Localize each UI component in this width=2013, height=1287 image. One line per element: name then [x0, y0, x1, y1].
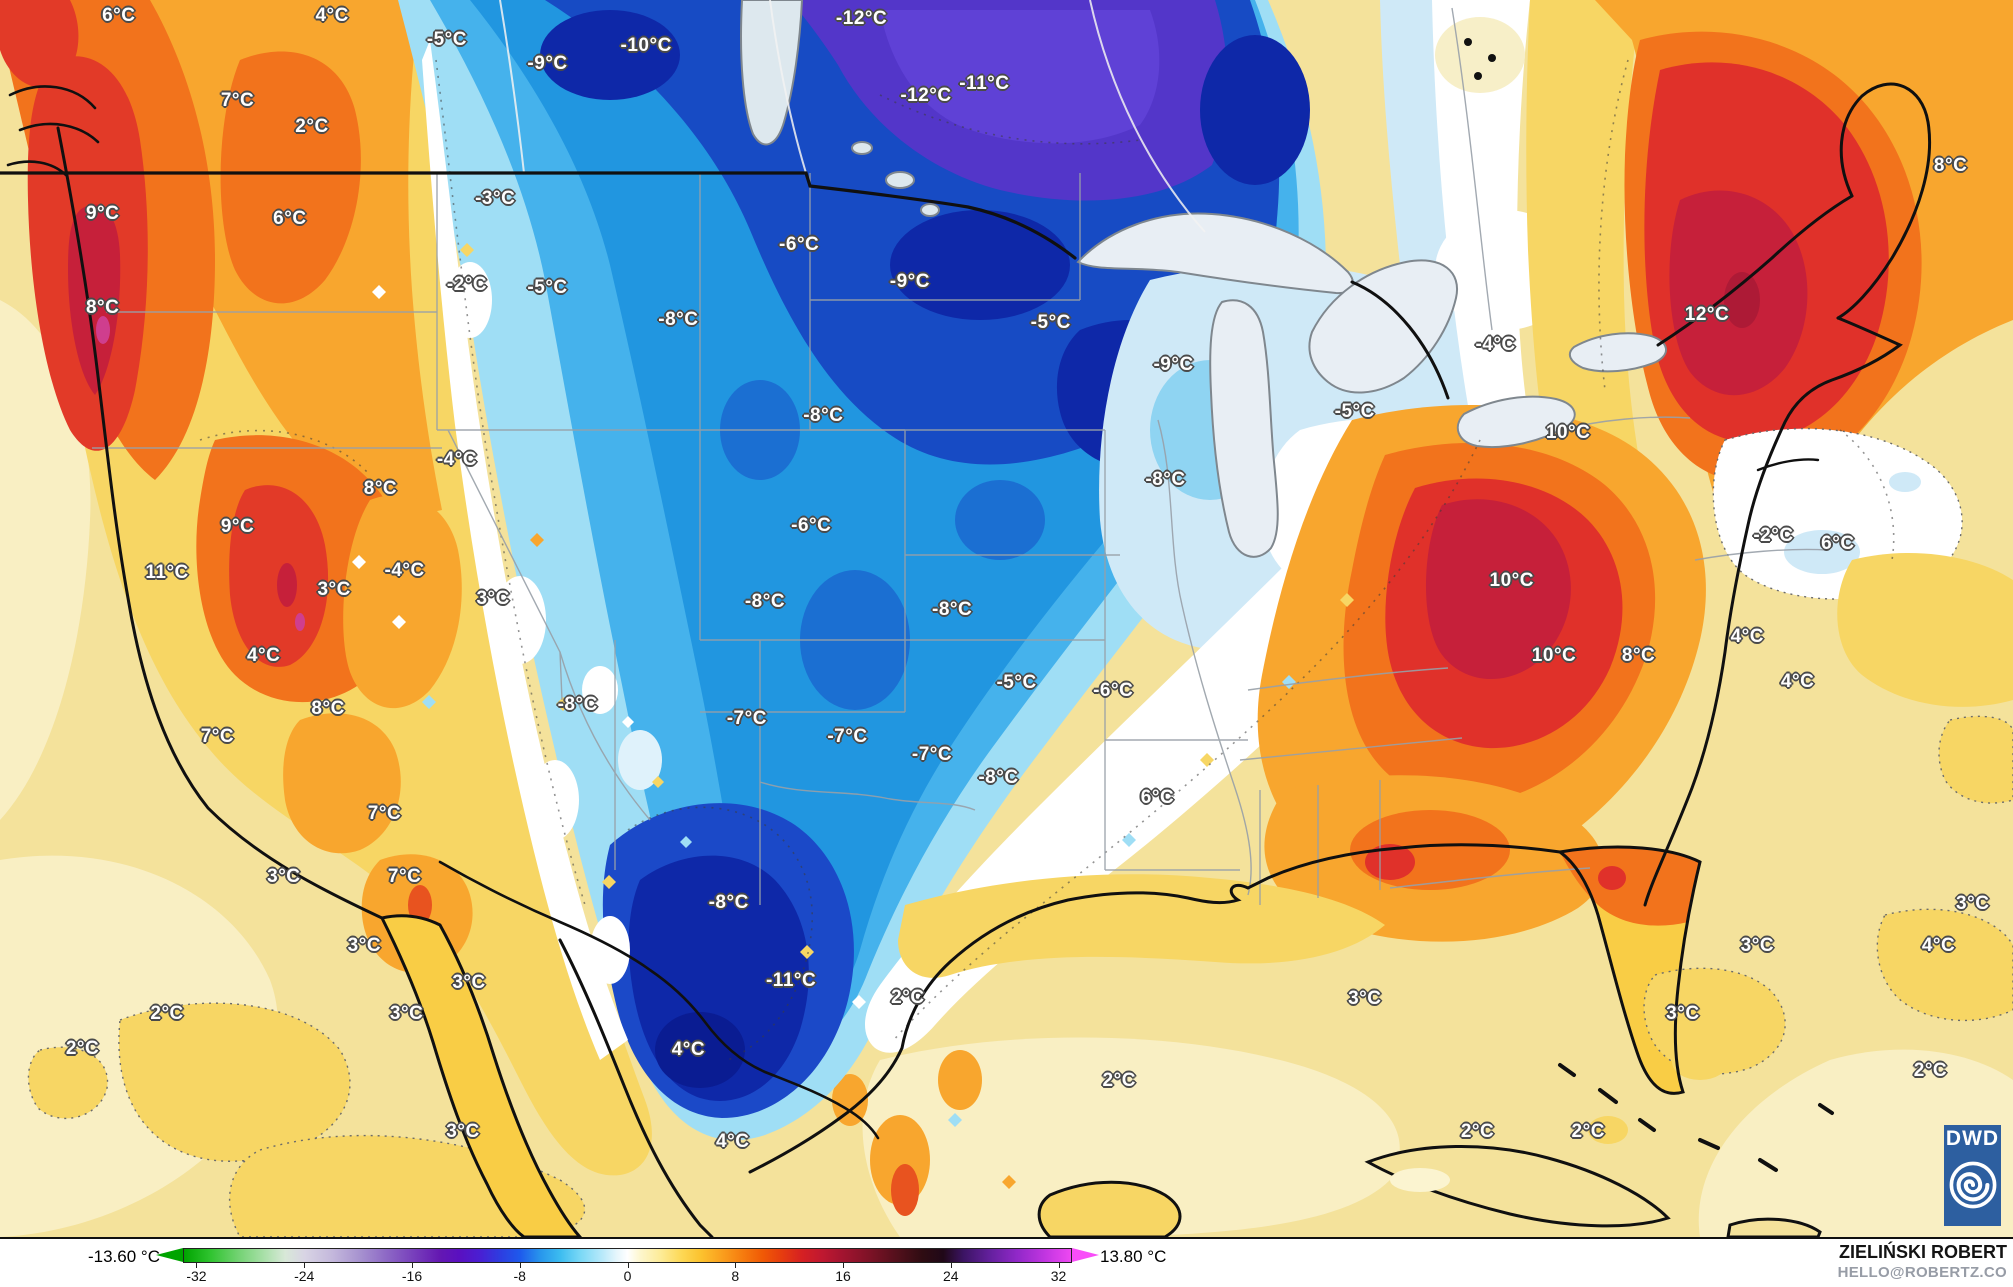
colorbar-left-arrow [156, 1248, 183, 1262]
cuba-highlight [1390, 1168, 1450, 1192]
map-canvas: 6°C 4°C -5°C -9°C -10°C -12°C -12°C -11°C 7°C 2°C… [0, 0, 2013, 1237]
colorbar-tick [196, 1263, 198, 1268]
colorbar-tick-label: -16 [401, 1268, 423, 1284]
colorbar-gradient [183, 1248, 1072, 1263]
colorbar-tick [304, 1263, 306, 1268]
colorbar-tick-label: -32 [186, 1268, 207, 1284]
colorbar-tick [843, 1263, 844, 1268]
attribution-name: ZIELIŃSKI ROBERT [1838, 1242, 2007, 1262]
colorbar-tick [627, 1263, 629, 1268]
colorbar-tick [519, 1263, 521, 1268]
layer-canada-province-borders [499, 0, 1206, 233]
colorbar-tick [950, 1263, 952, 1268]
dwd-spiral-icon [1949, 1161, 1996, 1209]
colorbar-min-label: -13.60 °C [87, 1247, 160, 1266]
colorbar-tick-label: 16 [835, 1268, 851, 1284]
layer-west-warm [0, 0, 982, 1237]
layer-cold-pool [398, 0, 1503, 1141]
colorbar-tick-label: -8 [513, 1268, 526, 1284]
colorbar-right-arrow [1072, 1248, 1099, 1262]
colorbar-tick-label: 0 [623, 1268, 632, 1284]
dwd-logo-text: DWD [1945, 1127, 2000, 1150]
colorbar-tick-label: 32 [1050, 1268, 1067, 1284]
layer-east-warm [898, 0, 2013, 1144]
contour-map-svg [0, 0, 2013, 1237]
layer-dotted-contours [199, 59, 1895, 1061]
layer-state-borders [92, 7, 1829, 905]
dwd-logo: DWD [1944, 1125, 2001, 1226]
attribution-email: HELLO@ROBERTZ.CO [1837, 1263, 2007, 1281]
colorbar-tick-label: 24 [942, 1268, 959, 1284]
layer-great-lakes [740, 0, 1667, 558]
colorbar-tick [735, 1263, 737, 1268]
attribution: ZIELIŃSKI ROBERT HELLO@ROBERTZ.CO [1838, 1241, 2007, 1282]
legend-bar: -13.60 °C -32 -24 -16 -8 0 8 16 24 32 13.80 °C Z… [0, 1237, 2013, 1287]
colorbar-tick-label: 8 [731, 1268, 740, 1284]
layer-borders-coasts [0, 82, 1932, 1237]
colorbar-tick-label: -24 [294, 1268, 315, 1284]
colorbar-tick [1058, 1263, 1060, 1268]
colorbar-tick [411, 1263, 413, 1268]
colorbar-max-label: 13.80 °C [1100, 1247, 1167, 1266]
